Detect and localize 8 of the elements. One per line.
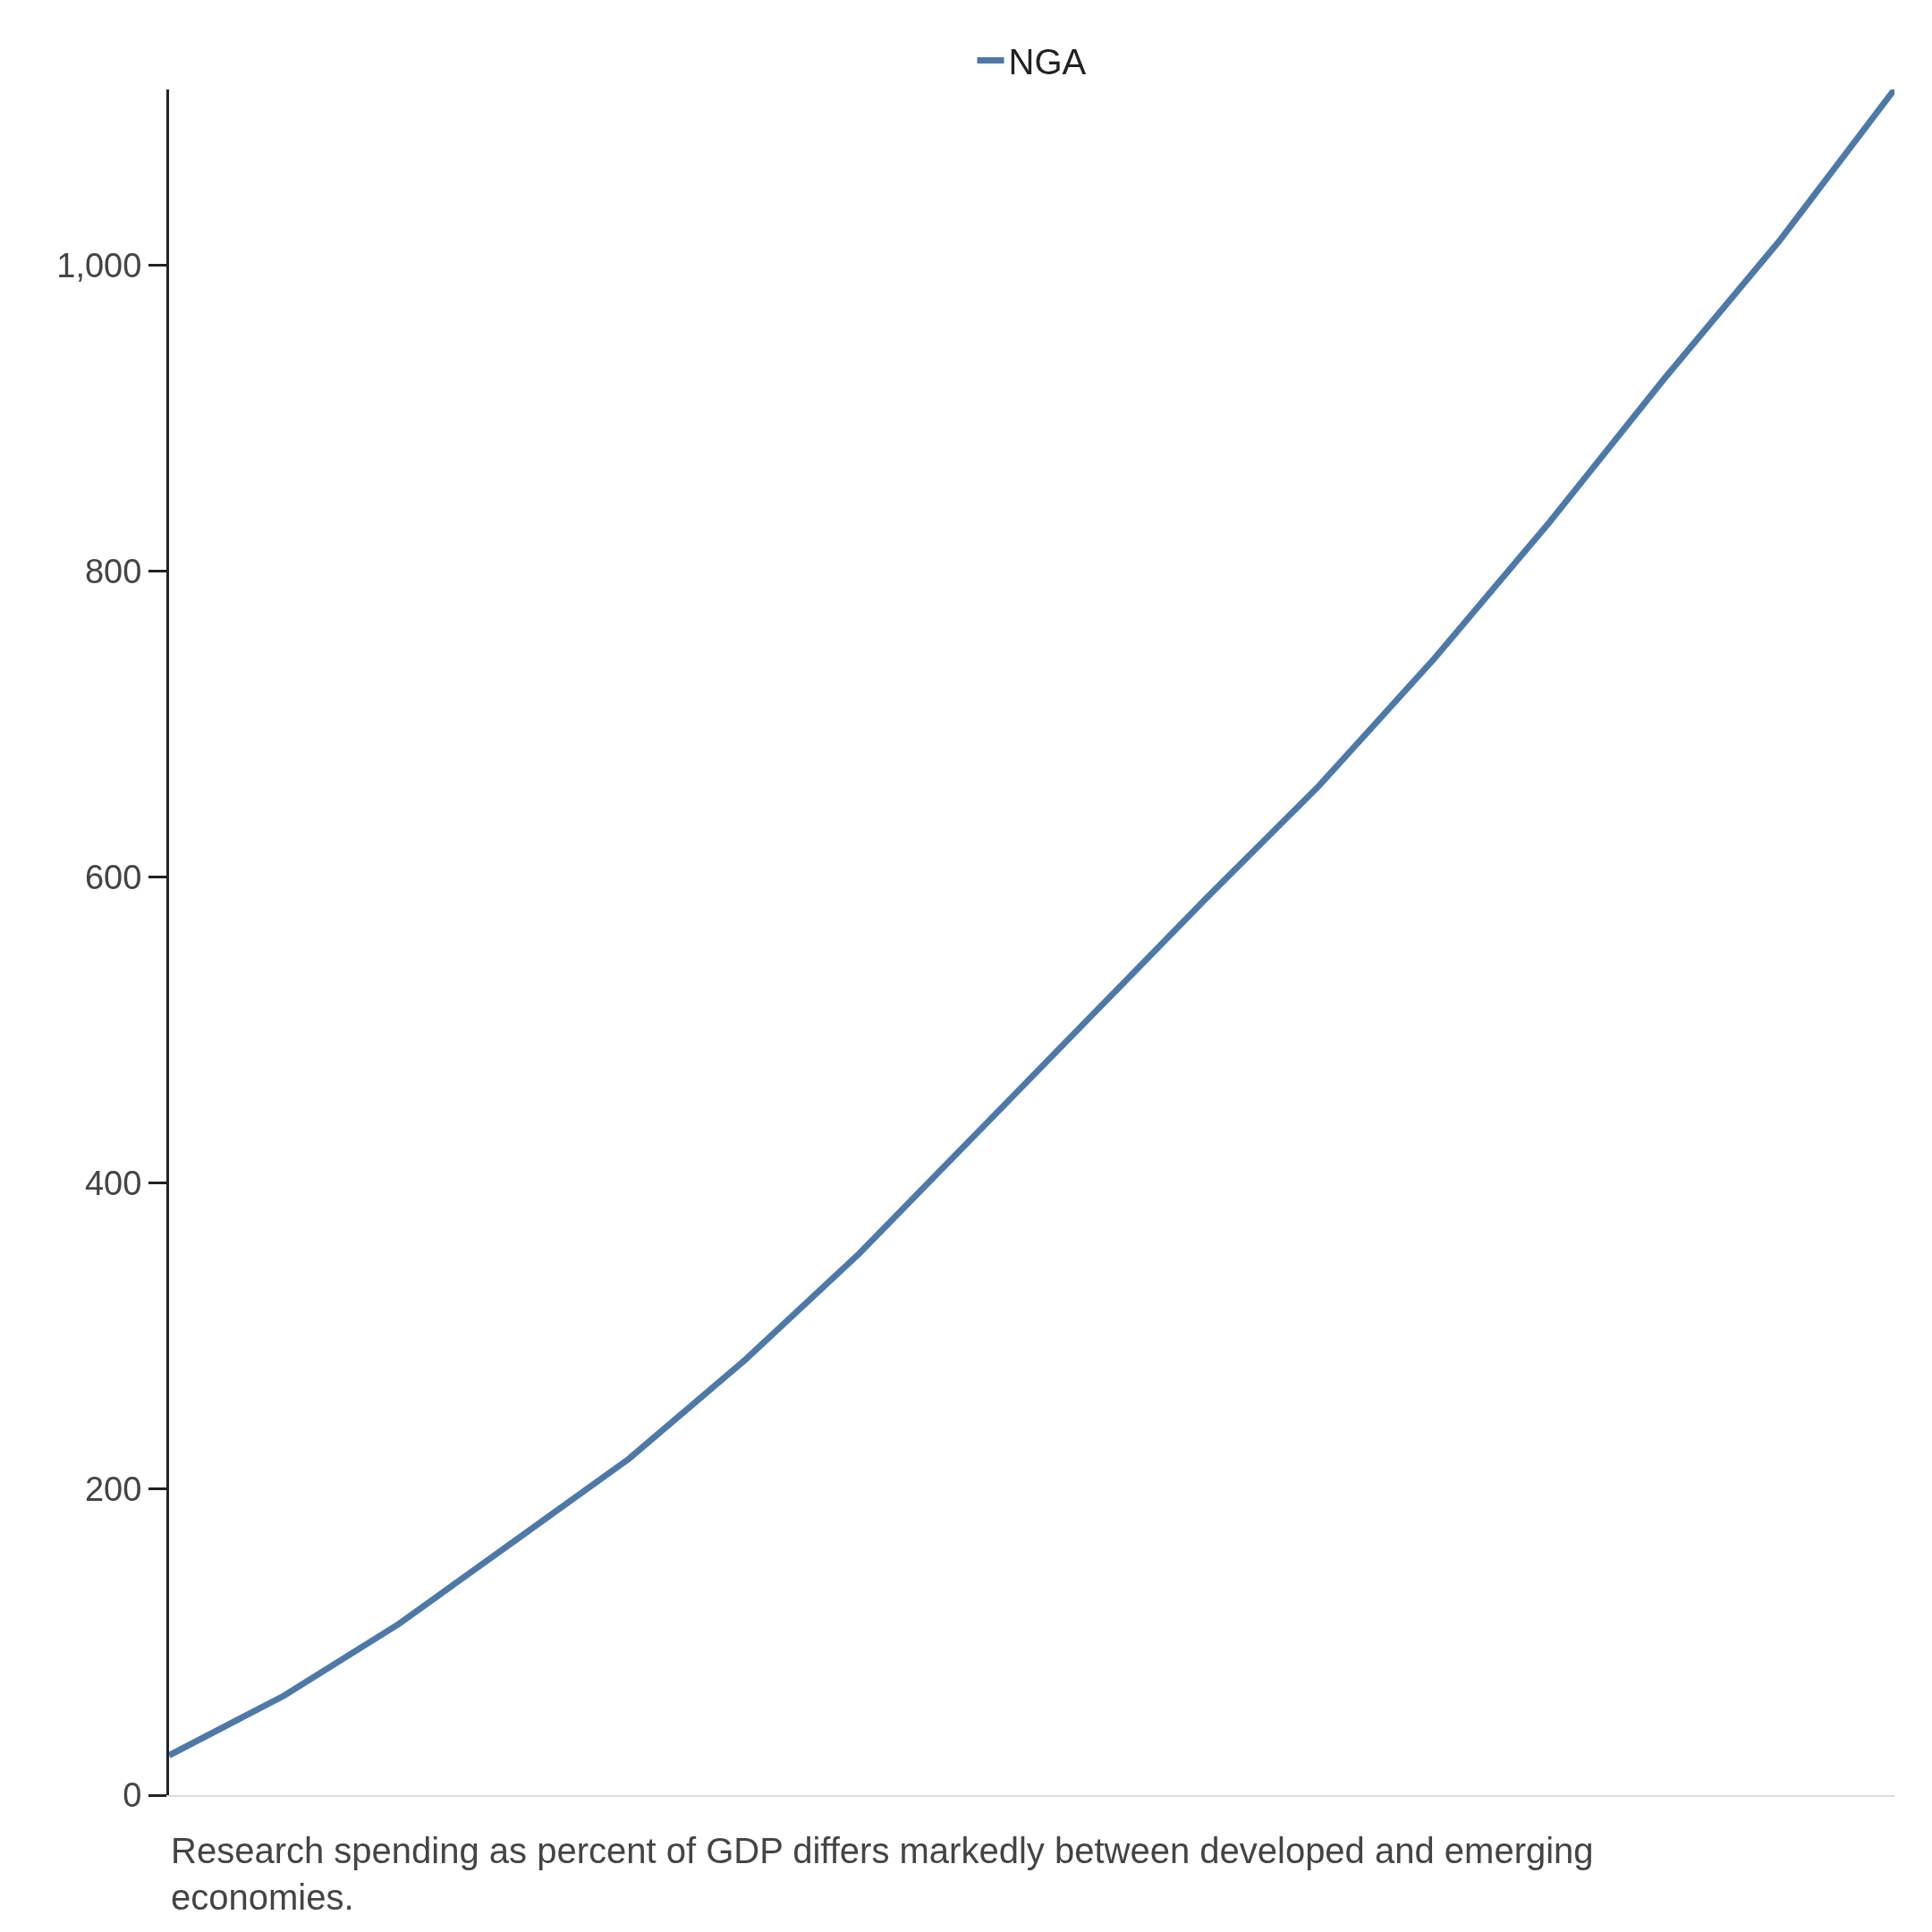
y-tick-label: 0 (123, 1776, 142, 1815)
y-tick-label: 800 (84, 553, 142, 591)
y-tick-label: 400 (84, 1165, 142, 1203)
y-tick-label: 600 (84, 859, 142, 897)
legend-label: NGA (1008, 42, 1087, 82)
text: Research spending as percent of GDP differs markedly between developed and emerging economies. (171, 1831, 1594, 1917)
y-tick-label: 1,000 (56, 246, 142, 284)
y-tick-label: 200 (84, 1470, 142, 1509)
